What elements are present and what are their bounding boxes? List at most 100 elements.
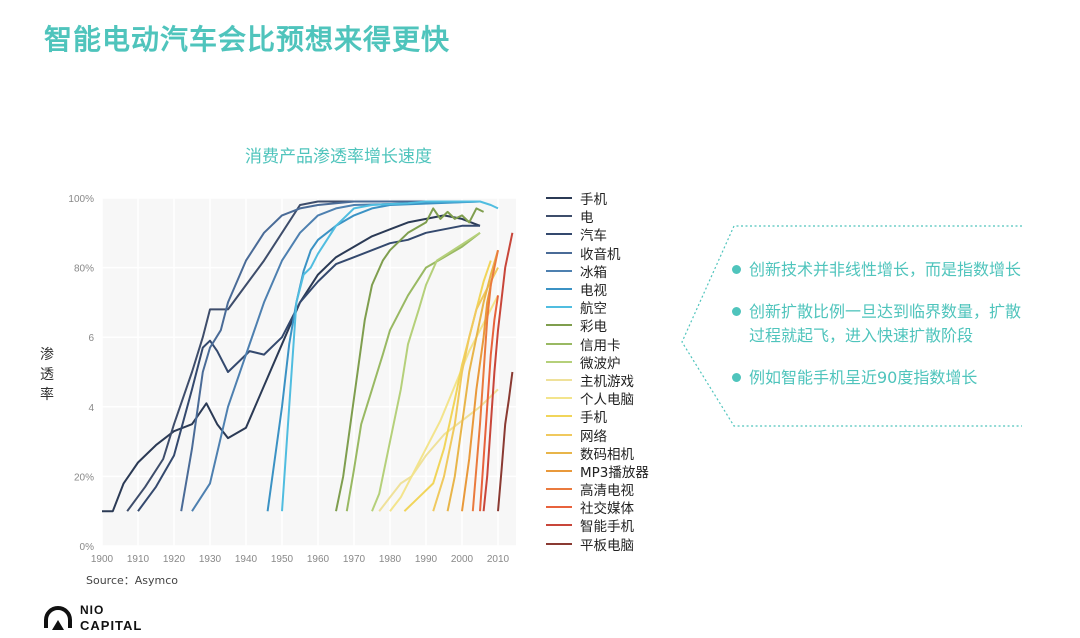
x-tick-label: 1910 bbox=[127, 554, 150, 565]
legend-item: 主机游戏 bbox=[546, 371, 649, 390]
x-tick-label: 1940 bbox=[235, 554, 258, 565]
x-tick-label: 1950 bbox=[271, 554, 294, 565]
legend-swatch bbox=[546, 506, 572, 509]
series-line-13 bbox=[403, 260, 492, 512]
legend-item: MP3播放器 bbox=[546, 462, 649, 481]
legend-swatch bbox=[546, 524, 572, 527]
legend-swatch bbox=[546, 233, 572, 236]
x-tick-label: 1920 bbox=[163, 554, 186, 565]
legend-item: 汽车 bbox=[546, 225, 649, 244]
legend-label: 收音机 bbox=[580, 246, 621, 263]
legend-item: 电 bbox=[546, 207, 649, 227]
legend-swatch bbox=[546, 415, 572, 418]
source-note: Source：Asymco bbox=[86, 574, 179, 587]
legend-item: 智能手机 bbox=[546, 516, 649, 536]
key-point-1: 创新技术并非线性增长，而是指数增长 bbox=[732, 258, 1022, 282]
x-tick-label: 1990 bbox=[415, 554, 438, 565]
y-tick-label: 80% bbox=[74, 264, 94, 275]
series-line-19 bbox=[482, 232, 514, 512]
legend-swatch bbox=[546, 488, 572, 491]
x-tick-label: 1970 bbox=[343, 554, 366, 565]
x-tick-label: 1960 bbox=[307, 554, 330, 565]
legend-item: 高清电视 bbox=[546, 480, 649, 500]
legend-item: 收音机 bbox=[546, 244, 649, 263]
legend-swatch bbox=[546, 542, 572, 545]
legend-label: 社交媒体 bbox=[580, 501, 634, 518]
key-points-panel: 创新技术并非线性增长，而是指数增长 创新扩散比例一旦达到临界数量，扩散过程就起飞… bbox=[684, 224, 1022, 426]
y-tick-label: 20% bbox=[74, 472, 94, 483]
series-line-17 bbox=[471, 249, 499, 512]
x-tick-label: 2010 bbox=[487, 554, 510, 565]
legend-label: 智能手机 bbox=[580, 519, 634, 536]
legend-label: MP3播放器 bbox=[580, 464, 649, 481]
y-tick-label: 100% bbox=[68, 194, 94, 205]
legend-swatch bbox=[546, 378, 572, 381]
legend-swatch bbox=[546, 451, 572, 454]
key-point-2: 创新扩散比例一旦达到临界数量，扩散过程就起飞，进入快速扩散阶段 bbox=[732, 300, 1022, 348]
y-tick-label: 6 bbox=[88, 333, 94, 344]
legend-label: 冰箱 bbox=[580, 264, 607, 281]
bullet-icon bbox=[732, 307, 741, 316]
series-line-16 bbox=[461, 284, 492, 512]
legend-label: 彩电 bbox=[580, 319, 607, 336]
key-point-text: 例如智能手机呈近90度指数增长 bbox=[749, 368, 978, 387]
legend-item: 网络 bbox=[546, 425, 649, 445]
series-line-8 bbox=[335, 207, 485, 512]
series-line-5 bbox=[191, 200, 481, 512]
series-line-10 bbox=[371, 231, 481, 512]
y-axis-label: 渗透率 bbox=[40, 347, 54, 403]
bullet-icon bbox=[732, 265, 741, 274]
key-point-text: 创新技术并非线性增长，而是指数增长 bbox=[749, 260, 1022, 279]
series-line-4 bbox=[180, 200, 480, 512]
legend-swatch bbox=[546, 306, 572, 309]
legend-swatch bbox=[546, 215, 572, 218]
chart-title: 消费产品渗透率增长速度 bbox=[245, 147, 432, 167]
legend-label: 高清电视 bbox=[580, 483, 634, 500]
series-line-18 bbox=[479, 295, 499, 512]
legend-item: 信用卡 bbox=[546, 335, 649, 354]
legend-label: 航空 bbox=[580, 301, 607, 318]
legend-item: 数码相机 bbox=[546, 444, 649, 463]
legend-item: 彩电 bbox=[546, 316, 649, 336]
series-line-20 bbox=[497, 371, 514, 512]
x-tick-label: 1930 bbox=[199, 554, 222, 565]
series-line-15 bbox=[446, 249, 499, 512]
bullet-icon bbox=[732, 373, 741, 382]
legend-swatch bbox=[546, 342, 572, 345]
legend-label: 数码相机 bbox=[580, 446, 634, 463]
series-line-6 bbox=[266, 200, 481, 512]
legend-label: 电 bbox=[580, 210, 594, 227]
series-line-12 bbox=[389, 294, 499, 512]
legend-swatch bbox=[546, 397, 572, 400]
legend-label: 信用卡 bbox=[580, 337, 621, 354]
legend-label: 手机 bbox=[580, 410, 607, 427]
legend-swatch bbox=[546, 269, 572, 272]
chart-legend: 手机电汽车 收音机 冰箱 电视 航空 彩电 信用卡 微波炉 主机游戏 个人电脑 手机 网络 数码相机 MP… bbox=[546, 189, 649, 554]
legend-item: 社交媒体 bbox=[546, 498, 649, 518]
legend-label: 电视 bbox=[580, 283, 607, 300]
legend-label: 主机游戏 bbox=[580, 373, 634, 390]
legend-swatch bbox=[546, 251, 572, 254]
y-tick-label: 4 bbox=[88, 403, 94, 414]
legend-label: 手机 bbox=[580, 192, 607, 209]
legend-label: 网络 bbox=[580, 428, 607, 445]
legend-swatch bbox=[546, 324, 572, 327]
legend-item: 航空 bbox=[546, 298, 649, 318]
y-tick-label: 0% bbox=[80, 542, 95, 553]
page-title: 智能电动汽车会比预想来得更快 bbox=[44, 23, 451, 56]
series-line-3 bbox=[137, 224, 480, 512]
legend-item: 电视 bbox=[546, 280, 649, 300]
logo-text-nio: NIO bbox=[80, 603, 105, 617]
legend-swatch bbox=[546, 360, 572, 363]
series-line-7 bbox=[281, 200, 499, 512]
legend-swatch bbox=[546, 197, 572, 200]
legend-item: 微波炉 bbox=[546, 353, 649, 372]
legend-item: 平板电脑 bbox=[546, 535, 649, 554]
legend-item: 手机 bbox=[546, 407, 649, 427]
legend-swatch bbox=[546, 433, 572, 436]
legend-label: 个人电脑 bbox=[580, 392, 634, 409]
series-line-9 bbox=[345, 232, 481, 512]
logo-text-capital: CAPITAL bbox=[80, 618, 143, 633]
legend-swatch bbox=[546, 288, 572, 291]
legend-label: 微波炉 bbox=[580, 355, 621, 372]
